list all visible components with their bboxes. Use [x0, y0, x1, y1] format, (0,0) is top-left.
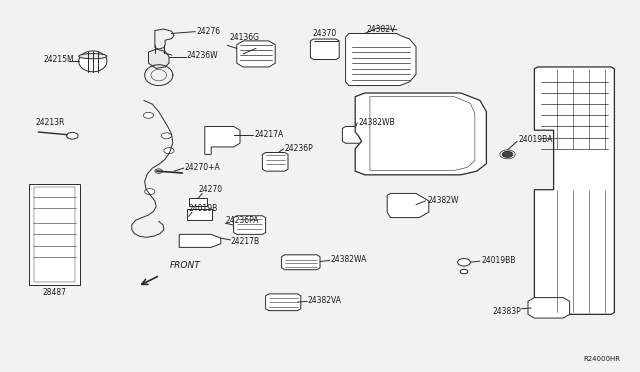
Text: 24217B: 24217B [230, 237, 260, 246]
Text: 24382W: 24382W [428, 196, 459, 205]
Text: 24217A: 24217A [254, 130, 284, 139]
Circle shape [67, 132, 78, 139]
Polygon shape [355, 93, 486, 175]
Circle shape [161, 133, 172, 139]
Text: 24382V: 24382V [366, 25, 396, 34]
Polygon shape [148, 49, 169, 68]
Text: 24019B: 24019B [189, 204, 218, 213]
Text: 24236W: 24236W [187, 51, 218, 60]
Polygon shape [266, 294, 301, 311]
Text: 24370: 24370 [312, 29, 337, 38]
Text: 24019BA: 24019BA [518, 135, 553, 144]
Polygon shape [179, 234, 221, 247]
Polygon shape [282, 255, 320, 270]
Circle shape [155, 169, 163, 173]
Bar [189, 198, 207, 206]
Ellipse shape [79, 54, 107, 59]
Circle shape [164, 148, 174, 154]
Polygon shape [528, 298, 570, 318]
Bar [29, 184, 80, 285]
Circle shape [143, 112, 154, 118]
Text: 24270: 24270 [198, 185, 223, 194]
Text: 24215M: 24215M [44, 55, 74, 64]
Polygon shape [370, 97, 475, 170]
Polygon shape [310, 39, 339, 60]
Text: 28487: 28487 [42, 288, 67, 296]
Polygon shape [534, 67, 614, 314]
Polygon shape [346, 33, 416, 86]
Text: 24019BB: 24019BB [481, 256, 516, 265]
Text: 24236PA: 24236PA [225, 216, 259, 225]
Text: FRONT: FRONT [170, 262, 200, 270]
Polygon shape [237, 41, 275, 67]
Text: 24270+A: 24270+A [184, 163, 220, 172]
Text: 24136G: 24136G [229, 33, 259, 42]
Polygon shape [234, 216, 266, 234]
Text: 24382WA: 24382WA [330, 255, 367, 264]
Polygon shape [205, 126, 240, 154]
Polygon shape [262, 153, 288, 171]
Circle shape [458, 259, 470, 266]
Circle shape [145, 189, 155, 195]
Circle shape [460, 269, 468, 274]
Text: 24383P: 24383P [493, 307, 522, 316]
Circle shape [502, 151, 513, 157]
Polygon shape [387, 193, 429, 218]
Bar [34, 187, 75, 282]
Text: R24000HR: R24000HR [584, 356, 621, 362]
Text: 24276: 24276 [196, 27, 221, 36]
Polygon shape [342, 126, 368, 143]
Ellipse shape [79, 51, 107, 72]
Polygon shape [155, 29, 174, 49]
Text: 24382WB: 24382WB [358, 118, 395, 126]
Text: 24382VA: 24382VA [307, 296, 341, 305]
Bar [187, 209, 212, 220]
Text: 24236P: 24236P [285, 144, 314, 153]
Text: 24213R: 24213R [35, 118, 65, 127]
